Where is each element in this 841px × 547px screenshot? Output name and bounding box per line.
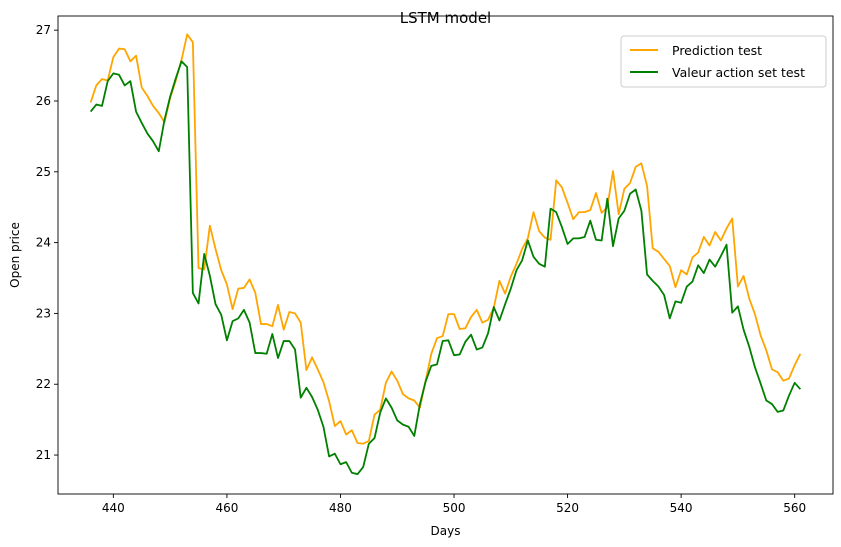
- y-tick-label: 27: [36, 23, 51, 37]
- y-tick-label: 24: [36, 236, 51, 250]
- x-tick-label: 500: [443, 501, 466, 515]
- series-layer: [89, 33, 802, 476]
- plot-frame: [57, 15, 834, 495]
- x-axis-label: Days: [431, 524, 461, 538]
- chart-title: LSTM model: [400, 9, 491, 27]
- x-tick-label: 480: [329, 501, 352, 515]
- x-tick-label: 560: [783, 501, 806, 515]
- y-tick-label: 25: [36, 165, 51, 179]
- y-tick-label: 26: [36, 94, 51, 108]
- y-tick-label: 23: [36, 306, 51, 320]
- y-tick-label: 21: [36, 448, 51, 462]
- x-axis: 440 460 480 500 520 540 560: [102, 494, 806, 515]
- legend-label-prediction: Prediction test: [672, 43, 762, 58]
- x-tick-label: 460: [215, 501, 238, 515]
- x-tick-label: 540: [670, 501, 693, 515]
- y-tick-label: 22: [36, 377, 51, 391]
- legend-label-valeur-action: Valeur action set test: [672, 65, 805, 80]
- series-line-1: [89, 60, 802, 476]
- legend-box: [620, 35, 827, 88]
- x-tick-label: 440: [102, 501, 125, 515]
- series-line-0: [89, 33, 802, 445]
- y-axis-label: Open price: [8, 222, 22, 288]
- y-axis: 21 22 23 24 25 26 27: [36, 23, 58, 462]
- x-tick-label: 520: [556, 501, 579, 515]
- legend: Prediction test Valeur action set test: [620, 35, 827, 88]
